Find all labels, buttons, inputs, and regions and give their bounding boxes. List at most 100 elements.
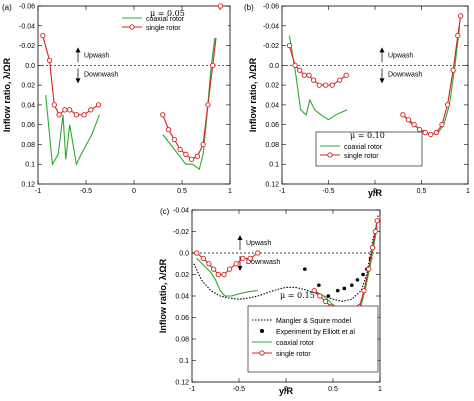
data-marker xyxy=(439,122,445,128)
legend-marker xyxy=(129,24,135,30)
data-marker xyxy=(247,255,253,262)
y-tick-label: -0.04 xyxy=(19,23,35,30)
series-line xyxy=(196,258,258,297)
mu-label: μ = 0.05 xyxy=(150,9,185,18)
data-point xyxy=(361,272,365,277)
data-marker xyxy=(46,57,53,64)
x-tick-label: -0.5 xyxy=(80,188,92,195)
downwash-arrowhead xyxy=(379,78,385,84)
panel-label: (b) xyxy=(244,3,254,12)
data-marker xyxy=(343,72,349,78)
legend-box xyxy=(118,10,228,38)
y-tick-label: 0.02 xyxy=(21,83,35,90)
panel-0: -0.06 -0.04 -0.02 0.0 0.02 0.04 0.06 0.08 0.1 0.1… xyxy=(2,3,232,195)
upwash-label: Upwash xyxy=(388,52,413,59)
data-marker xyxy=(233,261,239,267)
y-tick-label: 0.08 xyxy=(175,337,189,344)
data-marker xyxy=(217,3,224,9)
data-marker xyxy=(73,112,80,118)
series-line xyxy=(288,35,348,121)
y-tick-label: 0.04 xyxy=(21,102,35,109)
y-tick-label: 0.12 xyxy=(265,182,279,189)
downwash-arrowhead xyxy=(237,266,243,271)
panel-label: (a) xyxy=(2,3,12,12)
mu-label: μ = 0.10 xyxy=(350,131,385,140)
legend-swatch xyxy=(260,329,264,333)
legend-label: Mangler & Squire model xyxy=(276,318,352,325)
data-marker xyxy=(81,112,87,118)
data-marker xyxy=(366,266,372,272)
data-marker xyxy=(317,293,323,299)
data-marker xyxy=(215,271,221,278)
y-tick-label: 0.12 xyxy=(21,182,35,189)
x-tick-label: 0.5 xyxy=(328,386,338,393)
y-tick-label: 0.1 xyxy=(179,358,189,365)
x-tick-label: -1 xyxy=(35,188,41,195)
data-marker xyxy=(323,82,329,88)
legend-label: single rotor xyxy=(344,153,379,160)
y-tick-label: -0.06 xyxy=(263,4,279,11)
data-marker xyxy=(210,266,217,272)
x-tick-label: -0.5 xyxy=(322,188,334,195)
data-marker xyxy=(306,72,312,78)
data-marker xyxy=(286,42,293,49)
y-tick-label: -0.04 xyxy=(173,208,189,215)
data-marker xyxy=(316,82,322,88)
data-marker xyxy=(88,107,94,113)
data-marker xyxy=(311,287,317,294)
mu-label: μ = 0.15 xyxy=(280,291,315,300)
data-point xyxy=(342,286,347,291)
legend-label: coaxial rotor xyxy=(146,16,185,23)
x-tick-label: 0 xyxy=(373,188,377,195)
series-line xyxy=(193,215,379,302)
data-marker xyxy=(177,146,183,153)
x-tick-label: 1 xyxy=(466,188,470,195)
x-tick-label: 1 xyxy=(228,188,232,195)
y-tick-label: 0.0 xyxy=(269,63,279,70)
data-marker xyxy=(205,102,211,108)
y-tick-label: 0.12 xyxy=(175,380,189,387)
data-marker xyxy=(188,156,195,162)
data-marker xyxy=(183,151,189,157)
data-marker xyxy=(361,287,367,294)
y-tick-label: 0.04 xyxy=(265,102,279,109)
data-point xyxy=(350,283,354,288)
x-tick-label: 0.5 xyxy=(177,188,187,195)
data-marker xyxy=(200,141,206,148)
y-axis-label: Inflow ratio, λ/ΩR xyxy=(2,57,12,132)
data-marker xyxy=(455,33,461,39)
panel-1: -0.06 -0.04 -0.02 0.0 0.02 0.04 0.06 0.08 0.1 0.1… xyxy=(244,3,470,198)
y-tick-label: -0.02 xyxy=(173,229,189,236)
data-marker xyxy=(292,62,298,68)
data-marker xyxy=(56,112,62,118)
x-axis-label: y/R xyxy=(279,386,294,396)
legend-box xyxy=(247,305,379,373)
data-marker xyxy=(411,122,417,128)
y-tick-label: 0.06 xyxy=(265,122,279,129)
upwash-label: Upwash xyxy=(246,240,271,247)
data-marker xyxy=(206,261,212,267)
y-tick-label: 0.06 xyxy=(21,122,35,129)
data-point xyxy=(355,278,360,282)
data-marker xyxy=(210,62,216,68)
panel-2: -0.04 -0.02 0.0 0.02 0.04 0.06 0.08 0.1 0.12-1 -0… xyxy=(158,207,382,396)
data-marker xyxy=(444,102,451,108)
data-marker xyxy=(310,77,317,83)
y-axis-label: Inflow ratio, λ/ΩR xyxy=(158,258,168,333)
series-line xyxy=(45,94,100,166)
y-tick-label: 0.08 xyxy=(265,142,279,149)
y-tick-label: 0.02 xyxy=(175,272,189,279)
x-tick-label: -1 xyxy=(189,386,195,393)
data-marker xyxy=(194,250,200,256)
data-marker xyxy=(416,126,423,133)
data-marker xyxy=(374,218,380,224)
data-marker xyxy=(95,102,102,108)
data-marker xyxy=(450,67,456,73)
data-marker xyxy=(200,255,206,262)
data-marker xyxy=(240,255,246,262)
data-marker xyxy=(67,107,73,113)
data-marker xyxy=(369,244,376,251)
y-tick-label: 0.04 xyxy=(175,294,189,301)
x-tick-label: 1 xyxy=(378,386,382,393)
